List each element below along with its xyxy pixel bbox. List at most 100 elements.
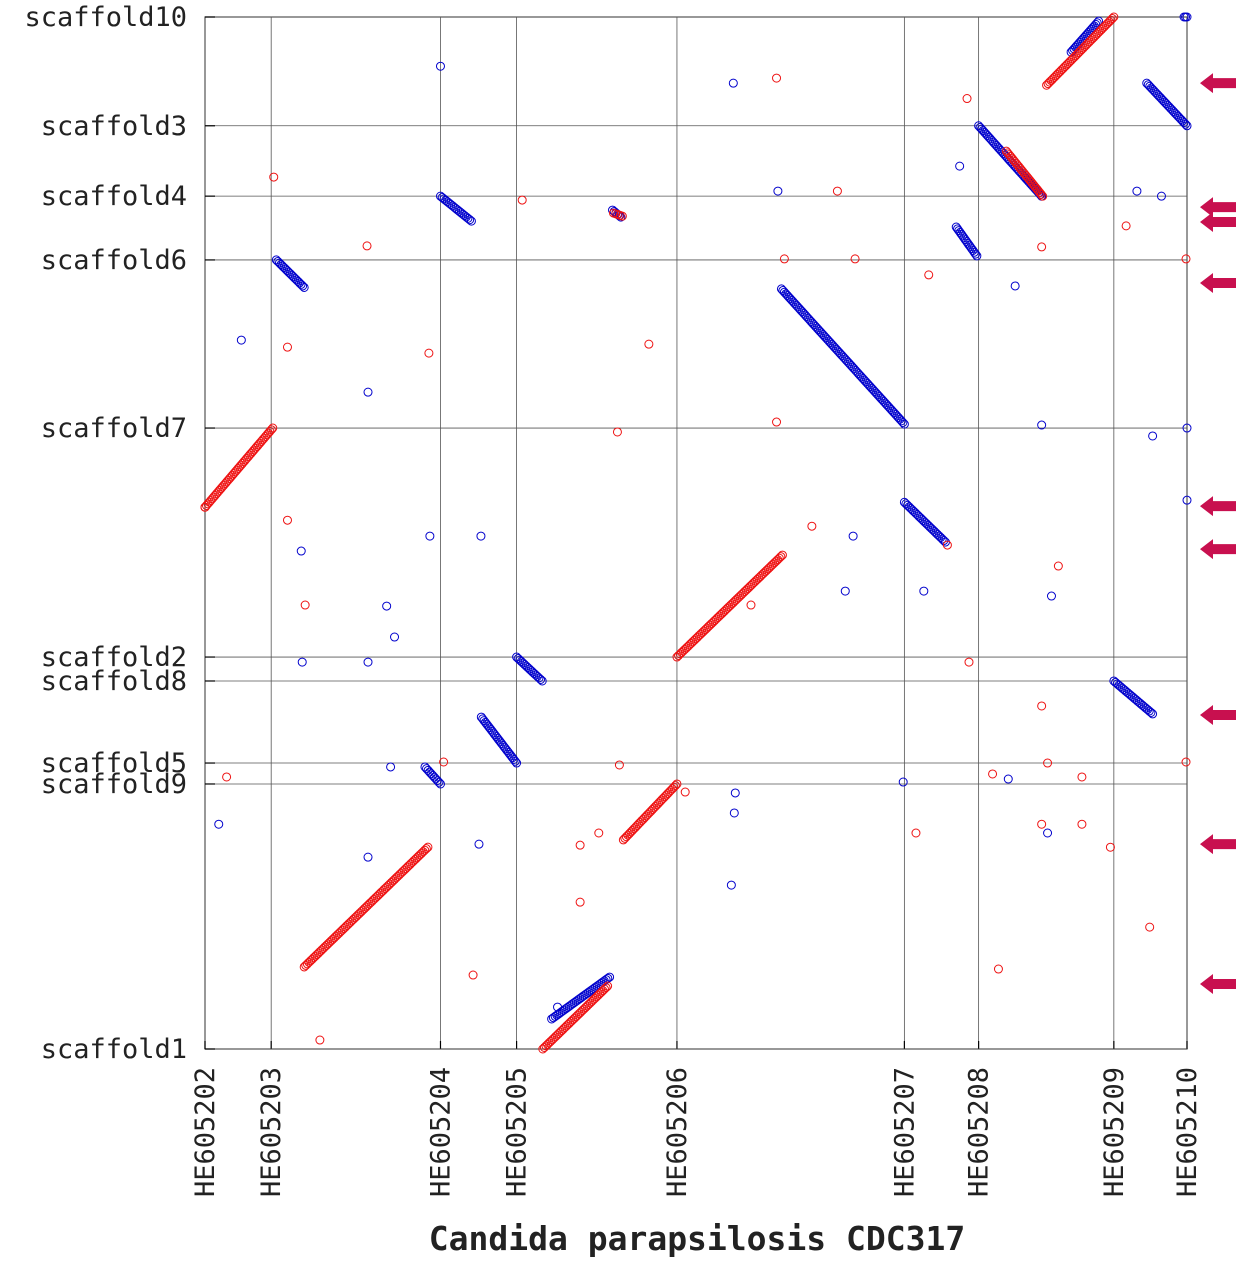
data-point <box>813 325 823 335</box>
data-point <box>476 531 486 541</box>
data-point <box>296 546 306 556</box>
data-point <box>861 377 871 387</box>
arrow-markers <box>1200 73 1236 994</box>
data-point <box>708 617 718 627</box>
data-point <box>686 638 696 648</box>
data-point <box>405 859 415 869</box>
data-point <box>843 357 853 367</box>
data-point <box>1182 423 1192 433</box>
data-point <box>815 326 825 336</box>
y-tick-label: scaffold4 <box>41 181 187 212</box>
data-point <box>784 292 794 302</box>
data-point <box>703 622 713 632</box>
data-point <box>396 868 406 878</box>
data-point <box>1157 94 1167 104</box>
data-point <box>302 959 312 969</box>
data-point <box>1156 191 1166 201</box>
data-point <box>282 515 292 525</box>
data-point <box>288 272 298 282</box>
data-point <box>741 585 751 595</box>
data-point <box>1063 59 1073 69</box>
data-point <box>297 657 307 667</box>
data-point <box>812 323 822 333</box>
data-point <box>285 269 295 279</box>
data-point <box>898 417 908 427</box>
data-point <box>1061 60 1071 70</box>
data-point <box>643 809 653 819</box>
data-point <box>934 531 944 541</box>
data-point <box>587 996 597 1006</box>
data-point <box>574 1009 584 1019</box>
data-point <box>644 808 654 818</box>
data-point <box>434 777 444 787</box>
data-point <box>1132 186 1142 196</box>
data-point <box>388 876 398 886</box>
data-point <box>382 882 392 892</box>
data-point <box>1078 43 1088 53</box>
data-point <box>599 984 609 994</box>
data-point <box>664 787 674 797</box>
data-point <box>666 785 676 795</box>
data-point <box>865 382 875 392</box>
data-point <box>312 950 322 960</box>
data-point <box>757 570 767 580</box>
data-point <box>749 577 759 587</box>
data-point <box>356 907 366 917</box>
data-point <box>864 380 874 390</box>
data-point <box>862 378 872 388</box>
data-point <box>306 956 316 966</box>
data-point <box>689 635 699 645</box>
data-point <box>837 351 847 361</box>
data-point <box>785 294 795 304</box>
data-point <box>726 880 736 890</box>
data-point <box>675 649 685 659</box>
data-point <box>399 865 409 875</box>
data-point <box>691 634 701 644</box>
data-point <box>512 758 522 768</box>
data-point <box>754 573 764 583</box>
data-point <box>528 667 538 677</box>
data-point <box>1145 81 1155 91</box>
data-point <box>386 762 396 772</box>
data-point <box>299 282 309 292</box>
data-point <box>696 629 706 639</box>
data-point <box>773 555 783 565</box>
data-point <box>779 287 789 297</box>
y-tick-label: scaffold10 <box>24 2 187 33</box>
data-point <box>1051 71 1061 81</box>
data-point <box>651 801 661 811</box>
data-point <box>309 953 319 963</box>
data-point <box>390 874 400 884</box>
data-point <box>672 779 682 789</box>
data-point <box>596 987 606 997</box>
data-point <box>964 657 974 667</box>
data-point <box>268 423 278 433</box>
data-point <box>510 756 520 766</box>
data-point <box>374 890 384 900</box>
data-point <box>631 822 641 832</box>
data-point <box>770 558 780 568</box>
data-point <box>568 1015 578 1025</box>
data-point <box>358 905 368 915</box>
data-point <box>744 582 754 592</box>
data-point <box>369 894 379 904</box>
data-point <box>880 398 890 408</box>
data-point <box>304 957 314 967</box>
data-point <box>363 657 373 667</box>
arrow-icon <box>1200 212 1236 233</box>
data-point <box>700 625 710 635</box>
data-point <box>200 502 210 512</box>
data-point <box>328 934 338 944</box>
data-point <box>1087 34 1097 44</box>
data-point <box>779 254 789 264</box>
data-point <box>647 805 657 815</box>
data-point <box>271 255 281 265</box>
data-point <box>282 266 292 276</box>
data-point <box>657 795 667 805</box>
data-point <box>1065 57 1075 67</box>
data-point <box>1182 12 1192 22</box>
data-point <box>296 279 306 289</box>
data-point <box>825 338 835 348</box>
y-tick-label: scaffold8 <box>41 666 187 697</box>
data-point <box>409 856 419 866</box>
